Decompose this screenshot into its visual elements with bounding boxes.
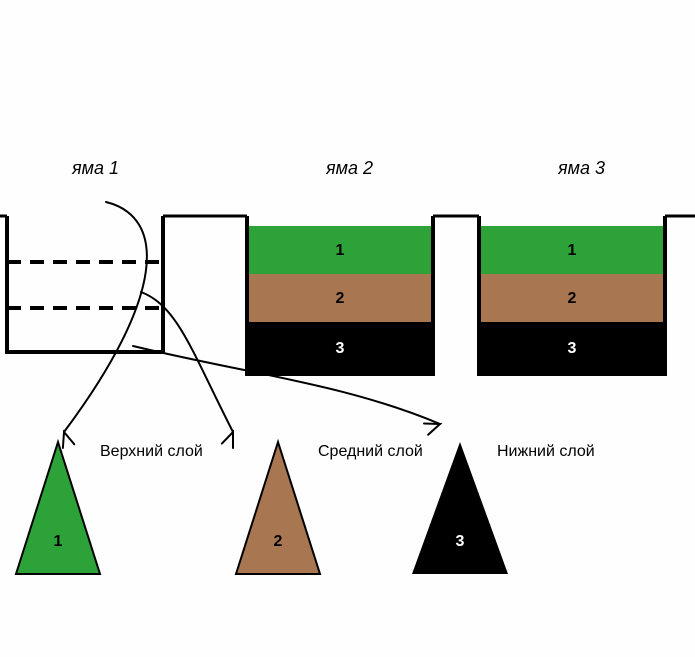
- pile-label: Нижний слой: [497, 443, 595, 460]
- diagram-canvas: яма 1 яма 2 1 2 3 яма 3 1 2 3 1 Верхний слой 2 Средн…: [0, 0, 695, 657]
- pit-label: яма 3: [557, 158, 605, 178]
- pile-label: Верхний слой: [100, 443, 203, 460]
- pit-label: яма 1: [71, 158, 119, 178]
- pit-layer-number: 3: [568, 340, 577, 357]
- pit-label: яма 2: [325, 158, 373, 178]
- pile-label: Средний слой: [318, 443, 423, 460]
- pit-layer-number: 1: [568, 242, 577, 259]
- pit-layer-number: 2: [336, 290, 345, 307]
- pile-number: 2: [274, 533, 283, 550]
- pile-number: 3: [456, 533, 465, 550]
- pit-layer-number: 3: [336, 340, 345, 357]
- pit-layer-number: 1: [336, 242, 345, 259]
- pile-number: 1: [54, 533, 63, 550]
- pit-layer-number: 2: [568, 290, 577, 307]
